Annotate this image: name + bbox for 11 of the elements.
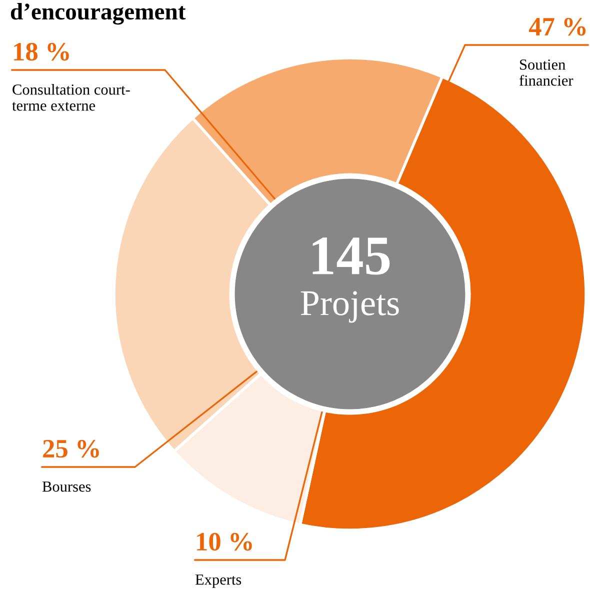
slice-label: Consultation court- terme externe [12,84,130,111]
data-label: 25 % [43,440,99,458]
chart-title: d’encouragement [10,3,186,25]
slice-label: Soutien financier [519,59,574,86]
text: 145 [312,237,390,275]
slice-label: Experts [195,574,242,588]
slice-label: Bourses [42,482,91,492]
data-label: 47 % [528,18,586,36]
data-label: 18 % [14,42,69,61]
text: Projets [300,291,399,323]
data-label: 10 % [197,532,252,551]
